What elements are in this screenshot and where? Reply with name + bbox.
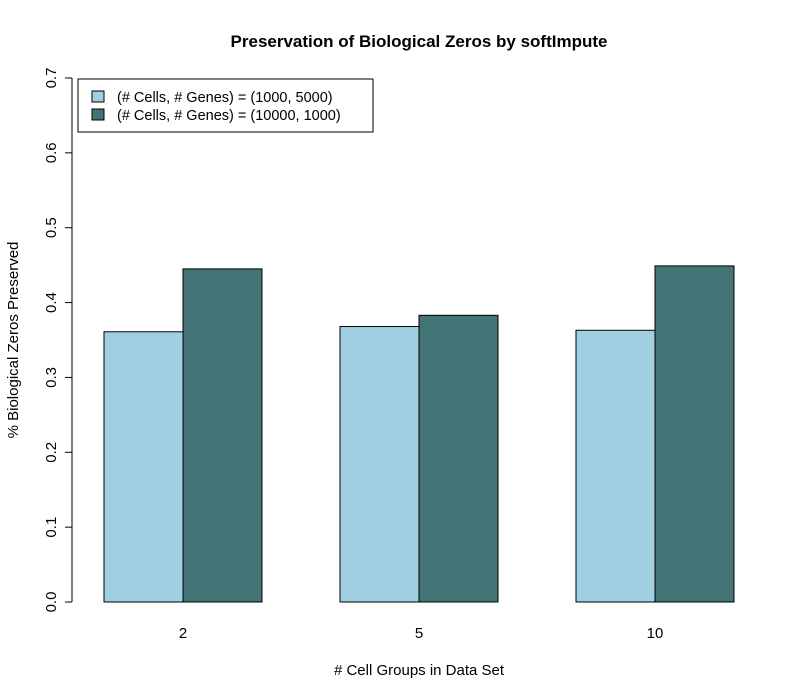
bar-2-series-2 — [182, 268, 263, 603]
y-axis: 0.0 0.1 0.2 0.3 0.4 0.5 0.6 0.7 — [43, 68, 72, 613]
x-tick-label: 10 — [647, 625, 664, 642]
legend-swatch-series-2 — [91, 108, 105, 121]
legend-label-series-2: (# Cells, # Genes) = (10000, 1000) — [117, 108, 341, 124]
x-tick-label: 2 — [179, 625, 187, 642]
y-tick-label: 0.6 — [43, 142, 60, 163]
bars-group — [103, 265, 735, 603]
bar-2-series-1 — [103, 331, 184, 603]
y-tick-label: 0.1 — [43, 517, 60, 538]
legend-swatch-series-1 — [91, 90, 105, 103]
x-tick-label: 5 — [415, 625, 423, 642]
chart-title: Preservation of Biological Zeros by soft… — [231, 32, 608, 51]
legend-label-series-1: (# Cells, # Genes) = (1000, 5000) — [117, 90, 333, 106]
y-tick-label: 0.5 — [43, 217, 60, 238]
y-axis-label: % Biological Zeros Preserved — [5, 242, 22, 439]
bar-5-series-2 — [418, 314, 499, 603]
y-tick-label: 0.7 — [43, 68, 60, 89]
bar-10-series-1 — [575, 329, 656, 603]
x-axis-label: # Cell Groups in Data Set — [334, 662, 505, 679]
y-tick-label: 0.0 — [43, 592, 60, 613]
bar-5-series-1 — [339, 326, 420, 603]
x-axis-tick-labels: 2 5 10 — [179, 625, 664, 642]
bar-10-series-2 — [654, 265, 735, 603]
legend: (# Cells, # Genes) = (1000, 5000) (# Cel… — [77, 78, 374, 133]
y-tick-label: 0.2 — [43, 442, 60, 463]
y-tick-label: 0.3 — [43, 367, 60, 388]
legend-box — [77, 78, 374, 133]
y-tick-label: 0.4 — [43, 292, 60, 313]
